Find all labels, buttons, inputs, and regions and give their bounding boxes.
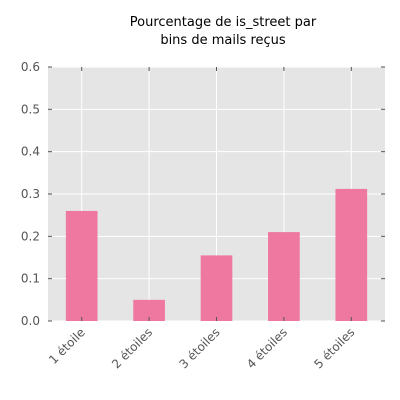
bar [335,188,368,321]
x-tick-label: 5 étoiles [311,325,357,371]
x-tick-label: 1 étoile [46,325,88,367]
y-tick-label: 0.0 [21,314,40,328]
y-tick-label: 0.1 [21,272,40,286]
y-tick-label: 0.3 [21,187,40,201]
x-tick-label: 4 étoiles [244,325,290,371]
y-tick-label: 0.6 [21,60,40,74]
bar [200,255,233,321]
bar [268,232,300,321]
bar [65,210,98,321]
chart-title-line-1: Pourcentage de is_street par [130,15,317,30]
bar [133,299,165,321]
y-tick-label: 0.5 [21,102,40,116]
y-tick-label: 0.2 [21,229,40,243]
x-tick-label: 3 étoiles [177,325,223,371]
chart-title-line-2: bins de mails reçus [160,33,286,48]
bars [65,188,368,321]
x-tick-label: 2 étoiles [109,325,155,371]
y-tick-label: 0.4 [21,145,40,159]
y-axis: 0.0 0.1 0.2 0.3 0.4 0.5 0.6 [21,60,385,328]
